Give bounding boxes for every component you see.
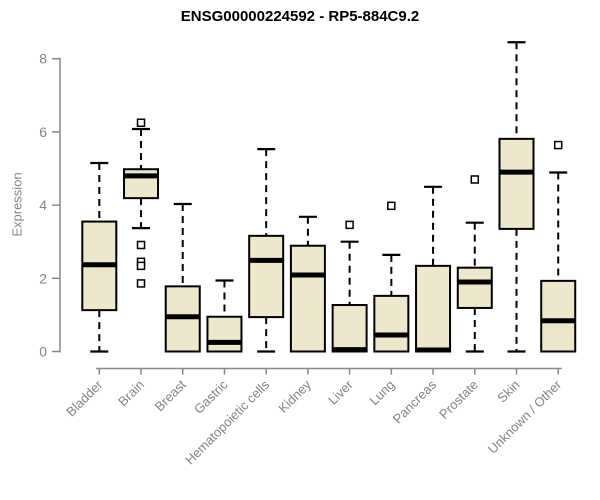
box-lung (373, 294, 410, 353)
y-tick-label: 6 (39, 124, 47, 140)
outlier-point-unknown-other (553, 140, 563, 150)
box-gastric (206, 315, 243, 353)
outlier-point-liver (345, 220, 354, 230)
box-unknown-other (540, 279, 577, 353)
x-tick-label: Bladder (63, 377, 106, 420)
x-tick-label: Prostate (436, 377, 481, 422)
y-tick-label: 0 (39, 344, 47, 360)
box-kidney (289, 244, 326, 353)
x-tick-label: Breast (152, 377, 189, 414)
x-tick-label: Gastric (191, 377, 231, 417)
outlier-point-brain (136, 279, 146, 288)
box-skin (498, 137, 535, 230)
outlier-point-prostate (470, 175, 480, 184)
chart-title: ENSG00000224592 - RP5-884C9.2 (180, 8, 420, 25)
x-tick-label: Kidney (275, 377, 314, 416)
y-tick-label: 2 (39, 270, 47, 286)
box-liver (331, 304, 368, 353)
y-tick-label: 8 (39, 51, 47, 67)
outlier-point-brain (136, 240, 146, 250)
outlier-point-brain (136, 118, 146, 127)
x-tick-label: Skin (494, 377, 522, 405)
y-tick-label: 4 (39, 197, 47, 213)
outlier-point-brain (136, 261, 146, 271)
x-tick-label: Pancreas (390, 377, 440, 427)
x-tick-label: Lung (366, 377, 397, 408)
box-prostate (456, 266, 493, 309)
outlier-point-lung (387, 201, 396, 211)
box-pancreas (415, 264, 452, 353)
box-hematopoietic-cells (248, 234, 285, 319)
x-tick-label: Liver (325, 377, 356, 408)
x-tick-label: Brain (115, 377, 147, 409)
x-tick-label: Unknown / Other (485, 377, 565, 457)
